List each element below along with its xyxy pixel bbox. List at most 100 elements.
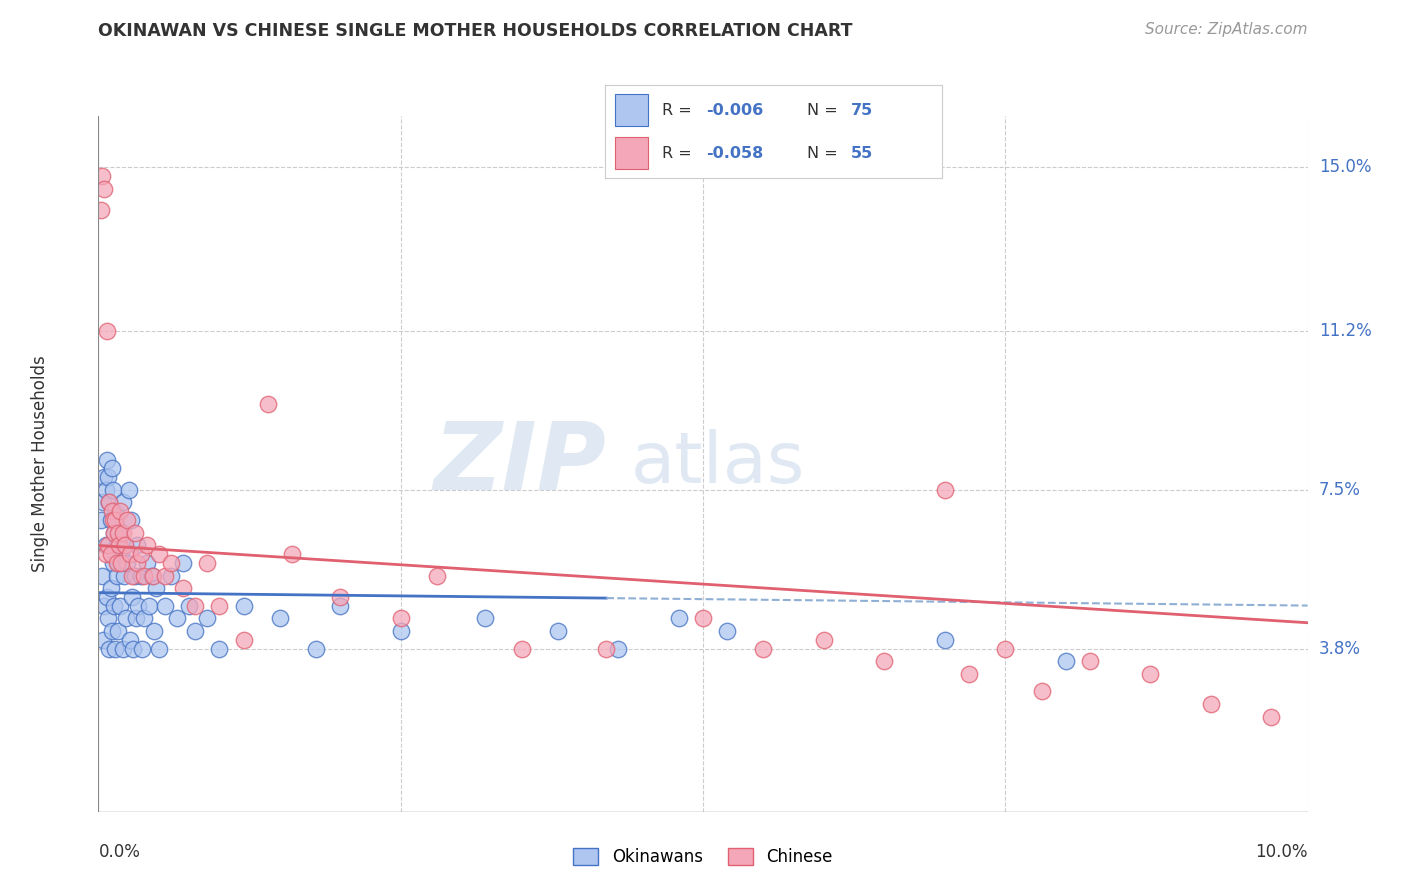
Point bbox=[97, 538, 120, 552]
Text: -0.058: -0.058 bbox=[706, 145, 763, 161]
Point bbox=[141, 568, 163, 582]
Point bbox=[97, 611, 120, 625]
Text: -0.006: -0.006 bbox=[706, 103, 763, 118]
Point bbox=[100, 513, 122, 527]
Point bbox=[281, 547, 304, 561]
Point bbox=[108, 599, 131, 613]
Text: N =: N = bbox=[807, 145, 844, 161]
Point bbox=[93, 599, 115, 613]
Point bbox=[91, 169, 114, 183]
Point bbox=[177, 599, 201, 613]
Point bbox=[994, 641, 1017, 656]
Point bbox=[120, 513, 142, 527]
Point bbox=[90, 203, 112, 218]
Text: N =: N = bbox=[807, 103, 844, 118]
Point bbox=[668, 611, 690, 625]
Point bbox=[129, 547, 152, 561]
Point bbox=[118, 632, 141, 647]
Point bbox=[103, 599, 125, 613]
Point bbox=[389, 624, 412, 639]
Point bbox=[134, 611, 156, 625]
Point bbox=[873, 654, 896, 668]
Point bbox=[111, 525, 134, 540]
Point bbox=[131, 641, 153, 656]
Point bbox=[90, 513, 112, 527]
Point bbox=[96, 324, 118, 338]
Point bbox=[172, 556, 194, 570]
Point bbox=[195, 611, 218, 625]
Point bbox=[108, 525, 131, 540]
Point bbox=[129, 568, 152, 582]
Point bbox=[93, 469, 115, 483]
Point bbox=[934, 632, 956, 647]
Point bbox=[957, 667, 980, 681]
Point bbox=[98, 495, 121, 509]
Point bbox=[100, 624, 122, 639]
Point bbox=[1054, 654, 1077, 668]
Point bbox=[103, 525, 125, 540]
Point bbox=[104, 513, 127, 527]
Point bbox=[172, 582, 194, 596]
Point bbox=[96, 452, 118, 467]
Point bbox=[135, 538, 157, 552]
Text: 3.8%: 3.8% bbox=[1319, 640, 1361, 657]
Point bbox=[329, 599, 352, 613]
Text: ZIP: ZIP bbox=[433, 417, 606, 510]
Point bbox=[105, 568, 128, 582]
Point bbox=[110, 547, 132, 561]
Point bbox=[160, 556, 183, 570]
Point bbox=[145, 582, 167, 596]
Point bbox=[114, 538, 136, 552]
Point bbox=[104, 641, 127, 656]
Point bbox=[716, 624, 738, 639]
Point bbox=[547, 624, 569, 639]
Point bbox=[184, 599, 207, 613]
Text: OKINAWAN VS CHINESE SINGLE MOTHER HOUSEHOLDS CORRELATION CHART: OKINAWAN VS CHINESE SINGLE MOTHER HOUSEH… bbox=[98, 22, 853, 40]
Point bbox=[101, 483, 124, 497]
Text: 55: 55 bbox=[851, 145, 873, 161]
Text: 7.5%: 7.5% bbox=[1319, 481, 1361, 499]
Point bbox=[153, 599, 176, 613]
Point bbox=[91, 568, 114, 582]
Point bbox=[134, 568, 156, 582]
Point bbox=[269, 611, 291, 625]
Point bbox=[232, 599, 254, 613]
Point bbox=[101, 513, 124, 527]
Text: Source: ZipAtlas.com: Source: ZipAtlas.com bbox=[1144, 22, 1308, 37]
Point bbox=[108, 504, 131, 518]
Point bbox=[96, 590, 118, 604]
Point bbox=[122, 641, 145, 656]
Point bbox=[1139, 667, 1161, 681]
Point bbox=[124, 525, 146, 540]
Point bbox=[93, 182, 115, 196]
Point bbox=[692, 611, 714, 625]
Point bbox=[107, 525, 129, 540]
Point bbox=[1199, 698, 1222, 712]
Point bbox=[94, 538, 117, 552]
Legend: Okinawans, Chinese: Okinawans, Chinese bbox=[567, 841, 839, 873]
Text: 11.2%: 11.2% bbox=[1319, 322, 1371, 340]
Point bbox=[94, 483, 117, 497]
Point bbox=[108, 538, 131, 552]
Point bbox=[104, 504, 127, 518]
Point bbox=[595, 641, 617, 656]
Point bbox=[607, 641, 630, 656]
Point bbox=[124, 568, 146, 582]
Point bbox=[127, 556, 149, 570]
Point bbox=[127, 599, 149, 613]
Point bbox=[1260, 710, 1282, 724]
Text: Single Mother Households: Single Mother Households bbox=[31, 356, 49, 572]
Point bbox=[813, 632, 835, 647]
Point bbox=[305, 641, 328, 656]
Point bbox=[135, 556, 157, 570]
Text: R =: R = bbox=[662, 145, 697, 161]
Point bbox=[111, 495, 134, 509]
Point bbox=[474, 611, 496, 625]
Point bbox=[426, 568, 449, 582]
Point bbox=[117, 556, 139, 570]
Point bbox=[91, 495, 114, 509]
Point bbox=[934, 483, 956, 497]
Point bbox=[208, 641, 231, 656]
Point bbox=[232, 632, 254, 647]
Point bbox=[112, 568, 135, 582]
